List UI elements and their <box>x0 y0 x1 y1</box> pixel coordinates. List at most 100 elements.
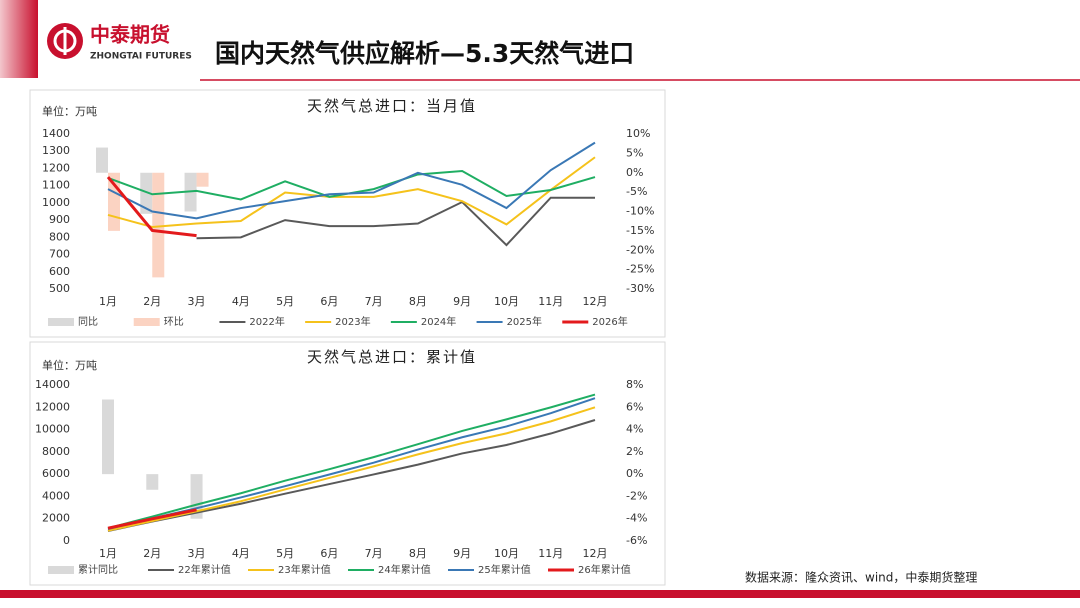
y2-tick-label: -6% <box>626 534 647 547</box>
y-tick-label: 900 <box>49 213 70 226</box>
x-tick-label: 7月 <box>365 547 383 560</box>
x-tick-label: 7月 <box>365 295 383 308</box>
x-tick-label: 11月 <box>538 547 563 560</box>
y-tick-label: 2000 <box>42 512 70 525</box>
legend-swatch <box>133 318 160 326</box>
bar <box>146 474 159 490</box>
y-tick-label: 1300 <box>42 144 70 157</box>
unit-label: 单位：万吨 <box>42 104 97 118</box>
line-series <box>107 156 596 229</box>
footer-band <box>0 590 1080 598</box>
line-series <box>107 419 596 532</box>
y2-tick-label: -10% <box>626 205 654 218</box>
bar <box>96 147 108 173</box>
x-tick-label: 10月 <box>494 295 519 308</box>
x-tick-label: 8月 <box>409 295 427 308</box>
y-tick-label: 12000 <box>35 400 70 413</box>
legend-label: 23年累计值 <box>278 563 331 576</box>
y2-tick-label: -20% <box>626 243 654 256</box>
x-tick-label: 4月 <box>232 295 250 308</box>
x-tick-label: 3月 <box>188 547 206 560</box>
chart-frame <box>29 89 666 338</box>
legend-label: 22年累计值 <box>178 563 231 576</box>
y2-tick-label: 6% <box>626 400 643 413</box>
x-tick-label: 10月 <box>494 547 519 560</box>
y-tick-label: 1100 <box>42 179 70 192</box>
x-tick-label: 5月 <box>276 547 294 560</box>
line-series <box>106 176 197 238</box>
legend-label: 累计同比 <box>78 563 118 576</box>
source-note: 数据来源：隆众资讯、wind，中泰期货整理 <box>745 570 977 585</box>
x-tick-label: 2月 <box>143 547 161 560</box>
y-tick-label: 500 <box>49 282 70 295</box>
line-series <box>196 196 595 247</box>
y-tick-label: 600 <box>49 265 70 278</box>
line-series <box>107 406 596 532</box>
logo-subtext: ZHONGTAI FUTURES <box>90 52 192 62</box>
line-series <box>107 393 596 530</box>
y2-tick-label: 4% <box>626 423 643 436</box>
y-tick-label: 14000 <box>35 378 70 391</box>
x-tick-label: 1月 <box>99 547 117 560</box>
logo-text: 中泰期货 <box>90 23 170 47</box>
bar <box>152 172 165 278</box>
y2-tick-label: -2% <box>626 489 647 502</box>
y-tick-label: 700 <box>49 248 70 261</box>
x-tick-label: 2月 <box>143 295 161 308</box>
legend-label: 2025年 <box>507 315 542 328</box>
y2-tick-label: -5% <box>626 185 647 198</box>
y2-tick-label: 2% <box>626 445 643 458</box>
legend-label: 同比 <box>78 316 98 328</box>
y2-tick-label: 0% <box>626 166 643 179</box>
y-tick-label: 6000 <box>42 467 70 480</box>
x-tick-label: 9月 <box>453 295 471 308</box>
y-tick-label: 1200 <box>42 161 70 174</box>
y2-tick-label: 8% <box>626 378 643 391</box>
bar <box>102 399 114 475</box>
x-tick-label: 4月 <box>232 547 250 560</box>
legend-label: 2024年 <box>421 315 456 328</box>
slide-title: 国内天然气供应解析—5.3天然气进口 <box>215 39 634 68</box>
x-tick-label: 8月 <box>409 547 427 560</box>
y2-tick-label: -30% <box>626 282 654 295</box>
y2-tick-label: 0% <box>626 467 643 480</box>
legend-label: 26年累计值 <box>578 563 631 576</box>
y2-tick-label: 10% <box>626 127 650 140</box>
y-tick-label: 1000 <box>42 196 70 209</box>
legend-label: 2023年 <box>335 315 370 328</box>
x-tick-label: 3月 <box>188 295 206 308</box>
y-tick-label: 0 <box>63 534 70 547</box>
legend-label: 24年累计值 <box>378 563 431 576</box>
x-tick-label: 5月 <box>276 295 294 308</box>
bar <box>140 172 153 214</box>
legend-label: 环比 <box>164 316 184 328</box>
chart-title: 天然气总进口：当月值 <box>307 97 477 115</box>
legend-swatch <box>48 566 74 574</box>
x-tick-label: 12月 <box>583 295 608 308</box>
y2-tick-label: -25% <box>626 263 654 276</box>
y-tick-label: 4000 <box>42 489 70 502</box>
header-band <box>0 0 38 78</box>
y-tick-label: 1400 <box>42 127 70 140</box>
y-tick-label: 8000 <box>42 445 70 458</box>
x-tick-label: 6月 <box>320 295 338 308</box>
y-tick-label: 800 <box>49 230 70 243</box>
y2-tick-label: 5% <box>626 146 643 159</box>
legend-label: 2026年 <box>592 315 627 328</box>
bar <box>196 172 209 187</box>
x-tick-label: 1月 <box>99 295 117 308</box>
line-series <box>107 141 596 220</box>
chart-title: 天然气总进口：累计值 <box>307 348 477 366</box>
line-series <box>107 508 197 530</box>
x-tick-label: 6月 <box>320 547 338 560</box>
legend-label: 2022年 <box>249 315 284 328</box>
y-tick-label: 10000 <box>35 423 70 436</box>
legend-label: 25年累计值 <box>478 563 531 576</box>
x-tick-label: 11月 <box>538 295 563 308</box>
legend-swatch <box>48 318 74 326</box>
x-tick-label: 9月 <box>453 547 471 560</box>
unit-label: 单位：万吨 <box>42 358 97 372</box>
y2-tick-label: -15% <box>626 224 654 237</box>
